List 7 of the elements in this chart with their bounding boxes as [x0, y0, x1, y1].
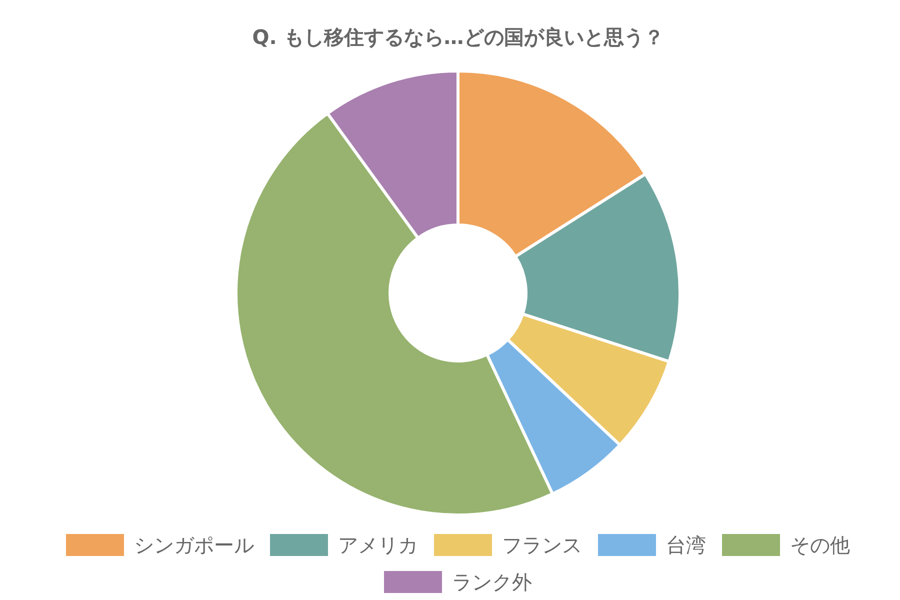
- legend-label: 台湾: [666, 533, 706, 557]
- legend-label: その他: [790, 533, 850, 557]
- legend-label: アメリカ: [338, 533, 418, 557]
- legend-label: シンガポール: [134, 533, 254, 557]
- legend-label: フランス: [502, 533, 582, 557]
- legend-label: ランク外: [452, 570, 532, 594]
- chart-title: Q. もし移住するなら…どの国が良いと思う？: [252, 25, 664, 49]
